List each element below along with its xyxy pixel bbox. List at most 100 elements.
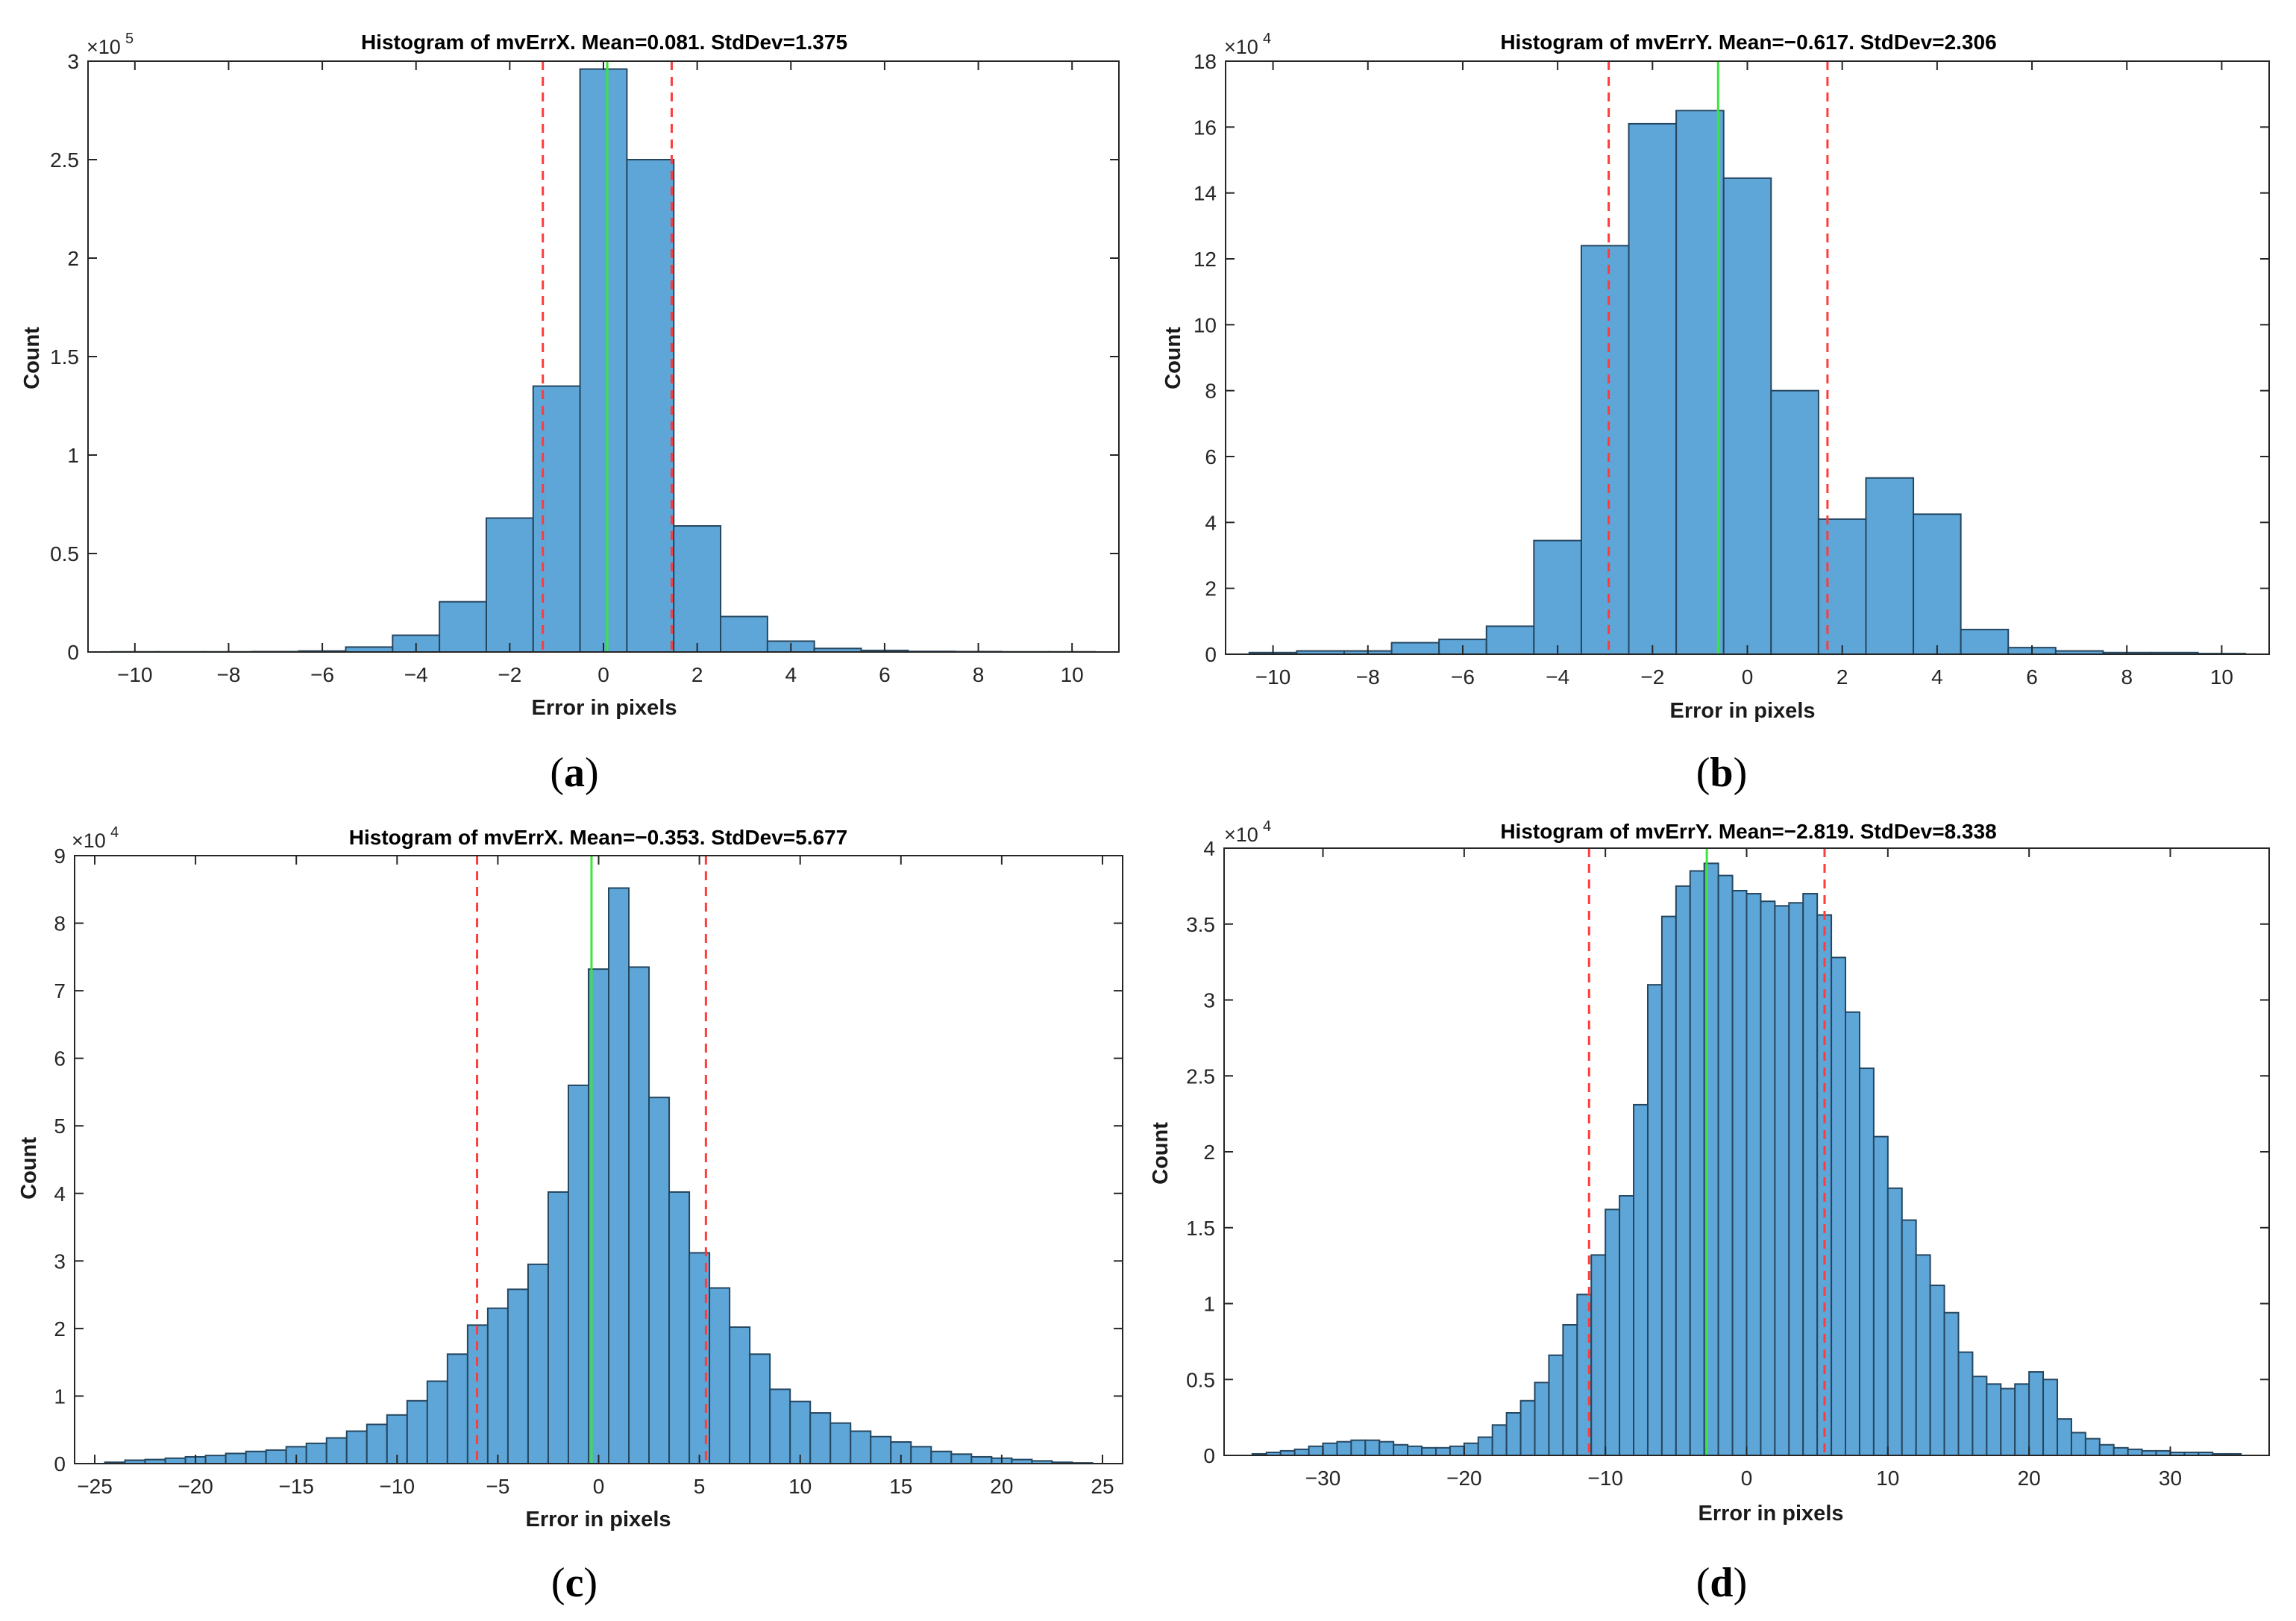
y-tick-label: 7 (54, 979, 66, 1003)
histogram-bar (1960, 628, 2010, 655)
x-tick-label: −20 (178, 1475, 213, 1498)
y-tick-label: 0 (67, 641, 79, 664)
histogram-bar (567, 1084, 589, 1465)
x-tick-label: −6 (310, 663, 334, 686)
y-axis-label: Count (1161, 327, 1185, 389)
histogram-bar (1689, 870, 1705, 1456)
histogram-bar (2028, 1371, 2045, 1456)
histogram-bar (2014, 1383, 2030, 1456)
y-multiplier-exponent: 5 (125, 31, 134, 47)
y-tick-label: 2 (1203, 1141, 1215, 1164)
histogram-bar (406, 1399, 428, 1464)
histogram-bar (225, 1452, 247, 1464)
y-tick-label: 3 (67, 50, 79, 73)
histogram-bar (720, 615, 768, 653)
x-tick-label: −8 (216, 663, 240, 686)
x-tick-label: −30 (1305, 1467, 1341, 1490)
histogram-bar (325, 1437, 348, 1464)
y-tick-label: 2 (1205, 577, 1217, 601)
y-tick-label: 0.5 (1186, 1368, 1215, 1391)
x-tick-label: 8 (2121, 665, 2133, 689)
histogram-bar (485, 517, 534, 653)
histogram-bar (245, 1450, 267, 1464)
y-tick-label: 0 (1205, 643, 1217, 666)
histogram-bar (2000, 1388, 2016, 1456)
histogram-bar (1831, 956, 1847, 1456)
histogram-bar (1957, 1351, 1974, 1456)
plot-area: −10 −8 −6 −4 −2 0 2 4 6 8 10 0 2 4 6 8 10 12 14 16 18 (1194, 50, 2270, 689)
y-tick-label: 3 (54, 1250, 66, 1273)
histogram-bar (439, 601, 487, 653)
panel-label-a: (a) (550, 750, 598, 796)
x-tick-label: −8 (1356, 665, 1380, 689)
x-tick-label: −4 (404, 663, 428, 686)
x-tick-label: 25 (1091, 1475, 1114, 1498)
histogram-bar (1717, 874, 1734, 1456)
y-tick-label: 12 (1194, 248, 1217, 271)
x-axis-label: Error in pixels (1669, 699, 1815, 723)
x-tick-label: 4 (1931, 665, 1943, 689)
y-tick-label: 3.5 (1186, 913, 1215, 936)
y-tick-label: 6 (54, 1047, 66, 1070)
histogram-bar (930, 1450, 953, 1464)
histogram-bar (1336, 1440, 1352, 1457)
histogram-bar (2084, 1437, 2101, 1456)
histogram-bar (506, 1288, 529, 1465)
plot-area: −30 −20 −10 0 10 20 30 0 0.5 1 1.5 2 2.5 3 3.5 4 (1186, 837, 2270, 1490)
chart-title: Histogram of mvErrY. Mean=−2.819. StdDev… (1500, 820, 1996, 843)
histogram-bar (1619, 1195, 1635, 1456)
y-multiplier: ×10 4 (1224, 31, 1271, 58)
y-axis-label: Count (20, 327, 44, 389)
histogram-bar (1293, 1448, 1310, 1456)
histogram-bar (1886, 1187, 1903, 1456)
histogram-bar (366, 1423, 388, 1465)
x-axis-label: Error in pixels (525, 1508, 671, 1531)
histogram-bar (1605, 1208, 1621, 1456)
histogram-bar (850, 1430, 872, 1464)
histogram-bar (1350, 1439, 1367, 1457)
histogram-bar (1434, 1446, 1451, 1456)
histogram-bar (1533, 539, 1582, 655)
y-multiplier-base: ×10 (1224, 824, 1258, 846)
y-multiplier-exponent: 4 (110, 824, 119, 841)
y-tick-label: 0 (1203, 1444, 1215, 1467)
histogram-bar (1308, 1445, 1324, 1457)
histogram-bar (1972, 1376, 1988, 1457)
histogram-bar (2127, 1448, 2143, 1456)
histogram-bar (789, 1400, 812, 1464)
histogram-bar (1548, 1354, 1564, 1456)
plot-area: −25 −20 −15 −10 −5 0 5 10 15 20 25 0 1 2 3 4 5 6 7 8 9 (54, 844, 1123, 1498)
y-tick-label: 1 (1203, 1293, 1215, 1316)
y-tick-label: 2 (54, 1317, 66, 1341)
x-tick-label: −10 (1255, 665, 1291, 689)
histogram-bar (486, 1307, 509, 1464)
histogram-bar (1770, 389, 1819, 656)
histogram-bar (164, 1457, 186, 1465)
y-multiplier-exponent: 4 (1263, 31, 1271, 47)
histogram-bar (1393, 1443, 1409, 1457)
histogram-bar (1463, 1442, 1479, 1456)
y-tick-label: 4 (1205, 511, 1217, 534)
x-tick-label: −15 (278, 1475, 314, 1498)
histogram-bar (1322, 1442, 1338, 1456)
histogram-bar (1845, 1011, 1860, 1456)
x-tick-label: 0 (597, 663, 609, 686)
histogram-bar (345, 1430, 368, 1464)
x-tick-label: 5 (694, 1475, 706, 1498)
panel-label-b: (b) (1696, 750, 1747, 796)
histogram-bar (709, 1287, 731, 1464)
histogram-bar (870, 1435, 892, 1465)
histogram-panel-b: Histogram of mvErrY. Mean=−0.617. StdDev… (1161, 31, 2270, 796)
y-tick-label: 4 (1203, 837, 1215, 860)
plot-area: −10 −8 −6 −4 −2 0 2 4 6 8 10 0 0.5 1 1.5 2 2.5 3 (50, 50, 1120, 686)
x-tick-label: 2 (691, 663, 703, 686)
histogram-bar (626, 159, 675, 653)
histogram-panel-a: Histogram of mvErrX. Mean=0.081. StdDev=… (20, 31, 1120, 796)
x-tick-label: −5 (486, 1475, 509, 1498)
y-tick-label: 5 (54, 1114, 66, 1138)
histogram-bar (446, 1353, 468, 1465)
y-tick-label: 0.5 (50, 542, 79, 565)
histogram-bar (1421, 1446, 1437, 1456)
histogram-bar (1865, 477, 1915, 655)
histogram-bar (426, 1380, 448, 1464)
